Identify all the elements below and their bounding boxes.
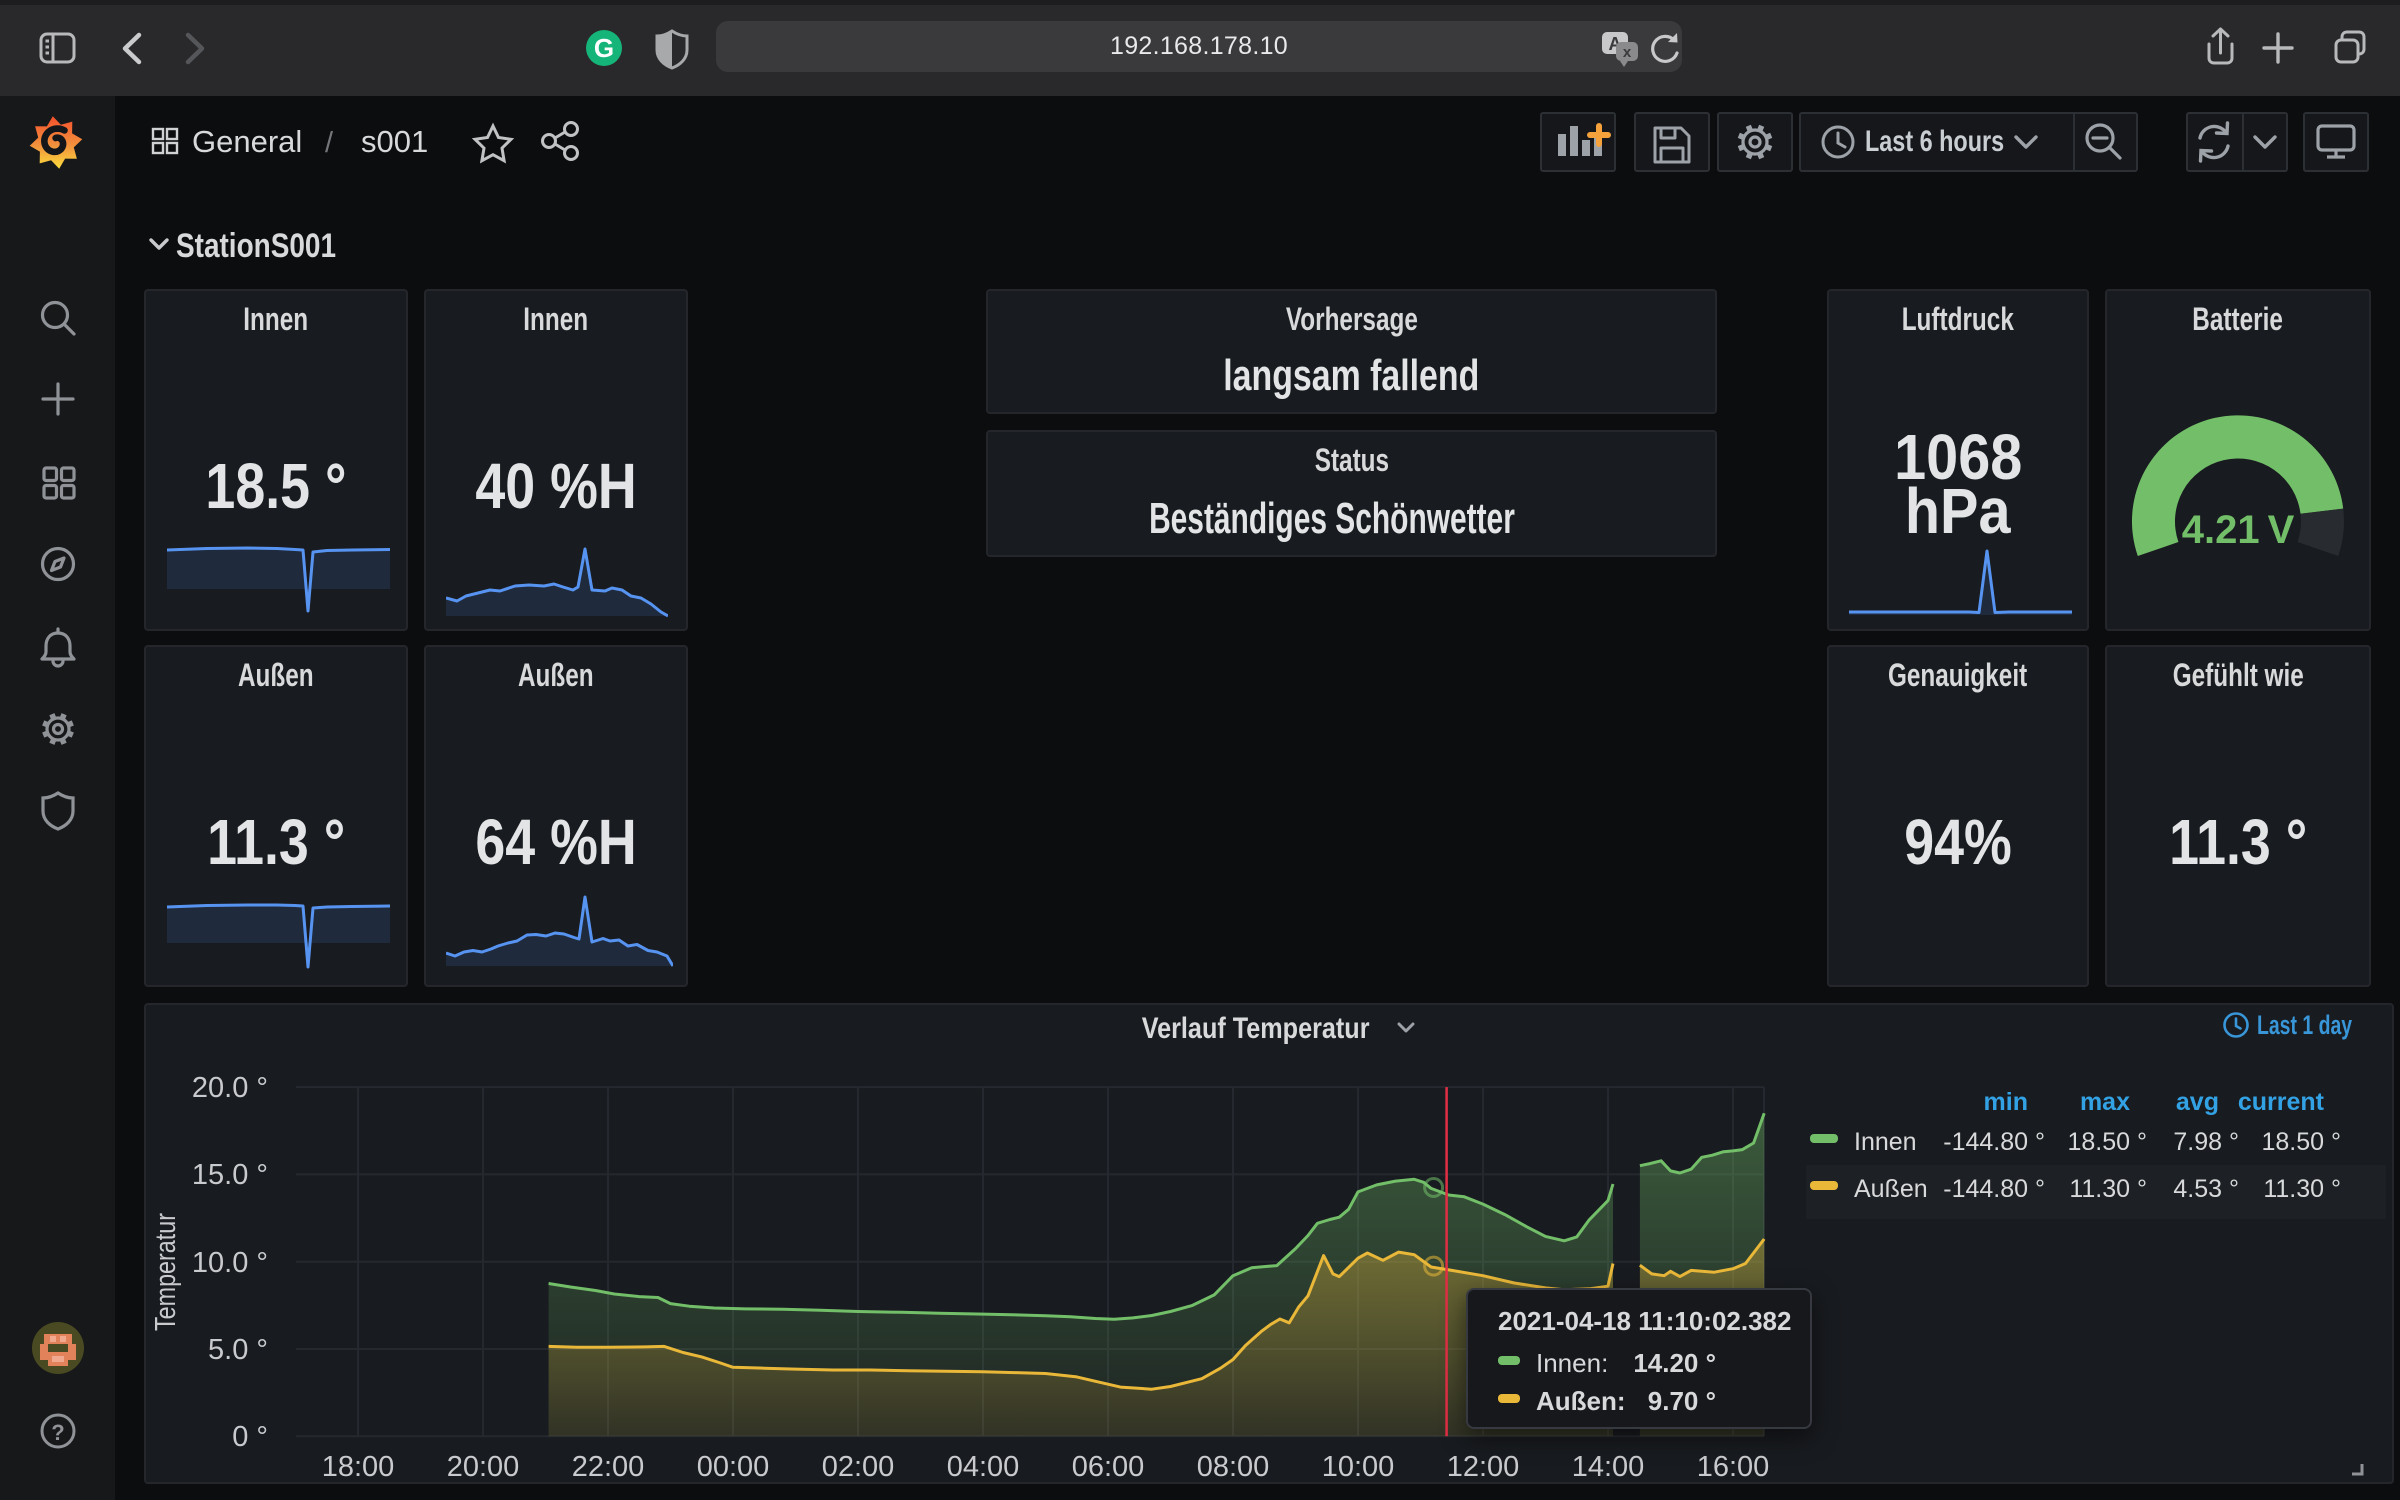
- svg-text:4.21 V: 4.21 V: [2182, 508, 2295, 552]
- svg-text:?: ?: [51, 1420, 64, 1445]
- svg-text:General: General: [192, 124, 302, 159]
- svg-text:20:00: 20:00: [447, 1451, 520, 1483]
- svg-text:StationS001: StationS001: [176, 227, 336, 265]
- svg-text:12:00: 12:00: [1447, 1451, 1520, 1483]
- svg-text:0 °: 0 °: [232, 1421, 268, 1453]
- svg-text:06:00: 06:00: [1072, 1451, 1145, 1483]
- svg-text:18:00: 18:00: [322, 1451, 395, 1483]
- svg-text:16:00: 16:00: [1697, 1451, 1770, 1483]
- svg-text:02:00: 02:00: [822, 1451, 895, 1483]
- svg-text:08:00: 08:00: [1197, 1451, 1270, 1483]
- svg-text:s001: s001: [361, 124, 428, 159]
- svg-text:10:00: 10:00: [1322, 1451, 1395, 1483]
- svg-text:04:00: 04:00: [947, 1451, 1020, 1483]
- svg-text:20.0 °: 20.0 °: [192, 1072, 268, 1104]
- svg-text:G: G: [594, 33, 614, 63]
- svg-text:/: /: [325, 127, 334, 159]
- svg-text:14:00: 14:00: [1572, 1451, 1645, 1483]
- svg-text:15.0 °: 15.0 °: [192, 1159, 268, 1191]
- svg-text:10.0 °: 10.0 °: [192, 1247, 268, 1279]
- svg-text:00:00: 00:00: [697, 1451, 770, 1483]
- svg-text:Temperatur: Temperatur: [150, 1213, 182, 1331]
- svg-text:22:00: 22:00: [572, 1451, 645, 1483]
- svg-text:x: x: [1623, 44, 1632, 61]
- svg-text:5.0 °: 5.0 °: [208, 1334, 268, 1366]
